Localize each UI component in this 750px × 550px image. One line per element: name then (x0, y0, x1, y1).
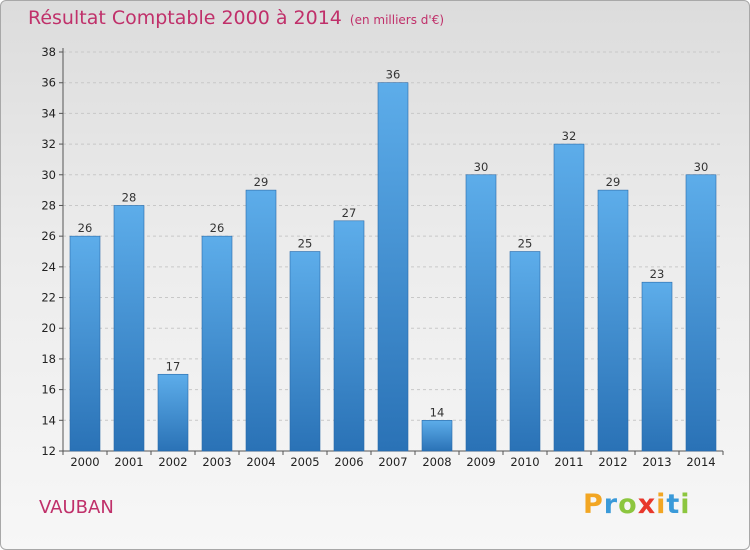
y-tick-label-20: 20 (41, 321, 56, 335)
logo-letter: t (666, 489, 681, 520)
logo-letter: P (583, 489, 604, 520)
bar-2010 (509, 251, 541, 452)
value-label-2014: 30 (694, 160, 709, 174)
value-label-2012: 29 (606, 175, 621, 189)
value-label-2006: 27 (342, 206, 357, 220)
value-label-2001: 28 (122, 190, 137, 204)
value-label-2000: 26 (78, 221, 93, 235)
logo-letter: i (656, 489, 667, 520)
x-tick-label-2005: 2005 (290, 455, 319, 469)
logo-letter: o (618, 489, 638, 520)
value-label-2013: 23 (650, 267, 665, 281)
x-tick-label-2004: 2004 (246, 455, 275, 469)
value-label-2003: 26 (210, 221, 225, 235)
bar-2001 (113, 205, 145, 452)
bar-layer (69, 82, 717, 452)
bar-2007 (377, 82, 409, 452)
y-tick-label-36: 36 (41, 76, 56, 90)
y-tick-label-16: 16 (41, 383, 56, 397)
y-tick-label-26: 26 (41, 229, 56, 243)
x-tick-label-2007: 2007 (378, 455, 407, 469)
bar-2003 (201, 235, 233, 452)
x-tick-label-2000: 2000 (70, 455, 99, 469)
proxiti-logo: Proxiti (583, 489, 691, 520)
value-label-2010: 25 (518, 237, 533, 251)
x-tick-label-2012: 2012 (598, 455, 627, 469)
bar-2000 (69, 235, 101, 452)
x-tick-label-2002: 2002 (158, 455, 187, 469)
y-tick-label-38: 38 (41, 45, 56, 59)
x-tick-label-2013: 2013 (642, 455, 671, 469)
chart-title-row: Résultat Comptable 2000 à 2014 (en millie… (28, 7, 444, 29)
bar-2012 (597, 189, 629, 452)
y-tick-label-24: 24 (41, 260, 56, 274)
x-tick-label-2011: 2011 (554, 455, 583, 469)
y-tick-label-28: 28 (41, 198, 56, 212)
bar-2004 (245, 189, 277, 452)
bar-2009 (465, 174, 497, 452)
y-tick-label-34: 34 (41, 106, 56, 120)
commune-name: VAUBAN (39, 497, 114, 518)
bar-2011 (553, 143, 585, 452)
chart-unit: (en milliers d'€) (349, 13, 445, 27)
bar-2014 (685, 174, 717, 452)
value-label-2011: 32 (562, 129, 577, 143)
bar-2013 (641, 281, 673, 452)
x-tick-label-2001: 2001 (114, 455, 143, 469)
x-tick-label-2010: 2010 (510, 455, 539, 469)
y-tick-label-14: 14 (41, 413, 56, 427)
value-label-2008: 14 (430, 405, 445, 419)
y-tick-label-22: 22 (41, 291, 56, 305)
value-label-2002: 17 (166, 359, 181, 373)
x-tick-label-2009: 2009 (466, 455, 495, 469)
bar-2002 (157, 373, 189, 452)
y-tick-label-18: 18 (41, 352, 56, 366)
bar-2008 (421, 420, 453, 452)
x-tick-label-2014: 2014 (686, 455, 715, 469)
bar-2006 (333, 220, 365, 452)
y-tick-label-32: 32 (41, 137, 56, 151)
x-tick-label-2008: 2008 (422, 455, 451, 469)
value-label-2005: 25 (298, 237, 313, 251)
value-label-2007: 36 (386, 68, 401, 82)
logo-letter: i (680, 489, 691, 520)
logo-letter: x (637, 489, 657, 520)
label-layer: 12 14 16 18 20 22 24 26 28 30 32 34 36 38 26 2000 28 2001… (41, 45, 715, 469)
value-label-2009: 30 (474, 160, 489, 174)
bar-2005 (289, 251, 321, 452)
chart-title: Résultat Comptable 2000 à 2014 (28, 7, 342, 29)
value-label-2004: 29 (254, 175, 269, 189)
x-tick-label-2003: 2003 (202, 455, 231, 469)
x-tick-label-2006: 2006 (334, 455, 363, 469)
y-tick-label-30: 30 (41, 168, 56, 182)
y-tick-label-12: 12 (41, 444, 56, 458)
logo-letter: r (603, 489, 619, 520)
